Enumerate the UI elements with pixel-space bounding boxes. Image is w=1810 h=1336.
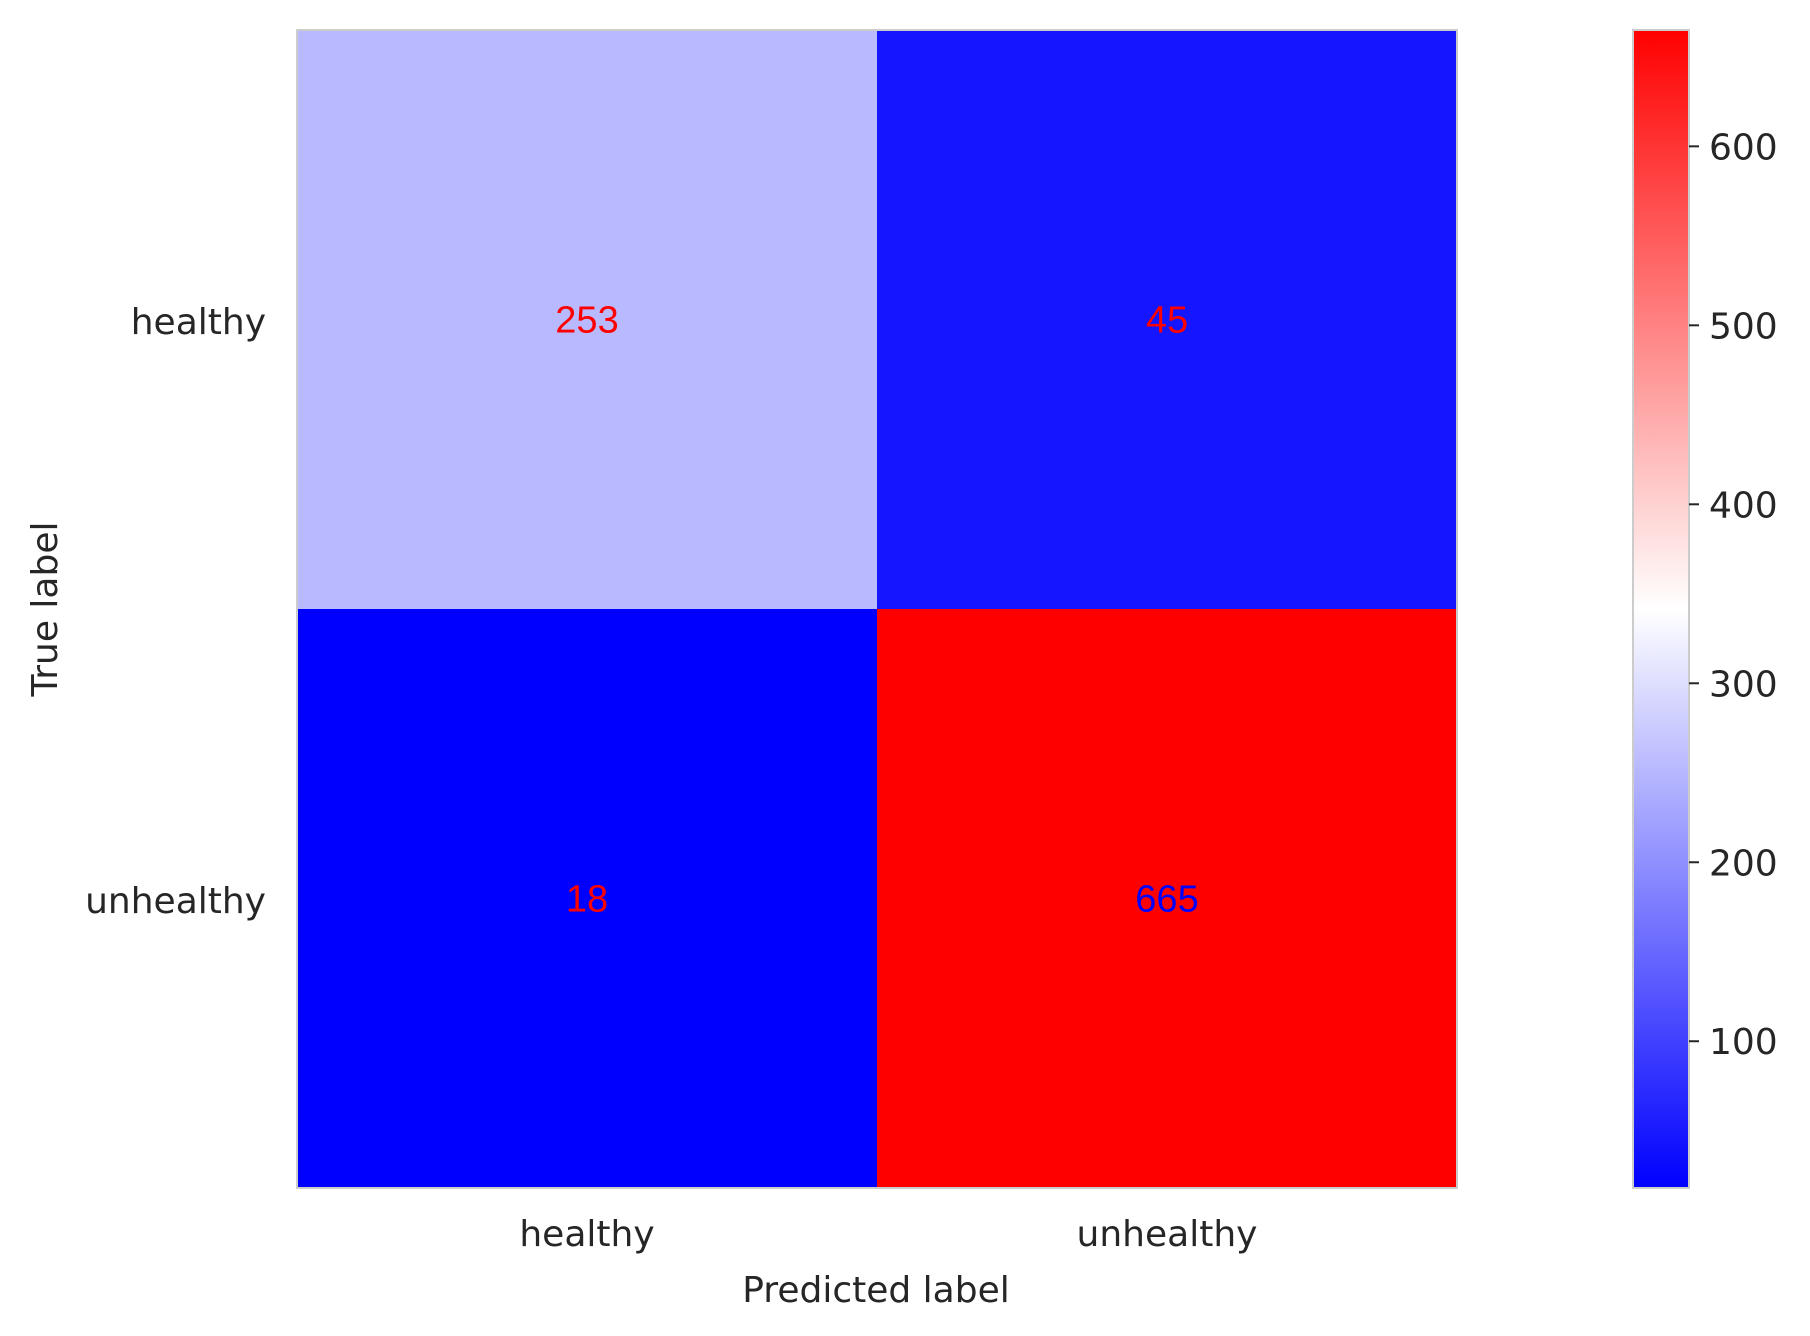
colorbar-tick-label-100: 100	[1709, 1022, 1778, 1063]
heatmap-cell-unhealthy-unhealthy	[877, 609, 1458, 1189]
cell-value-healthy-unhealthy: 45	[1146, 300, 1188, 342]
y-axis-label: True label	[25, 522, 66, 698]
cell-value-unhealthy-unhealthy: 665	[1135, 879, 1198, 921]
colorbar	[1632, 29, 1690, 1189]
colorbar-ticks: 100 200 300 400 500 600	[1689, 127, 1778, 1063]
x-tick-label-healthy: healthy	[519, 1214, 654, 1255]
plot-frame	[296, 29, 1458, 1189]
heatmap-cell-labels: 253 45 18 665	[555, 300, 1198, 921]
heatmap-cells	[297, 30, 1458, 1189]
x-axis-label: Predicted label	[742, 1270, 1010, 1311]
x-tick-label-unhealthy: unhealthy	[1077, 1214, 1258, 1255]
heatmap-cell-healthy-healthy	[297, 30, 878, 610]
colorbar-tick-label-300: 300	[1709, 664, 1778, 705]
colorbar-tick-label-400: 400	[1709, 485, 1778, 526]
cell-value-unhealthy-healthy: 18	[566, 879, 608, 921]
cell-value-healthy-healthy: 253	[555, 300, 618, 342]
colorbar-tick-label-500: 500	[1709, 306, 1778, 347]
colorbar-tick-label-200: 200	[1709, 843, 1778, 884]
y-tick-label-unhealthy: unhealthy	[85, 881, 266, 922]
colorbar-tick-label-600: 600	[1709, 127, 1778, 168]
y-tick-label-healthy: healthy	[131, 302, 266, 343]
heatmap-cell-unhealthy-healthy	[297, 609, 878, 1189]
heatmap-cell-healthy-unhealthy	[877, 30, 1458, 610]
